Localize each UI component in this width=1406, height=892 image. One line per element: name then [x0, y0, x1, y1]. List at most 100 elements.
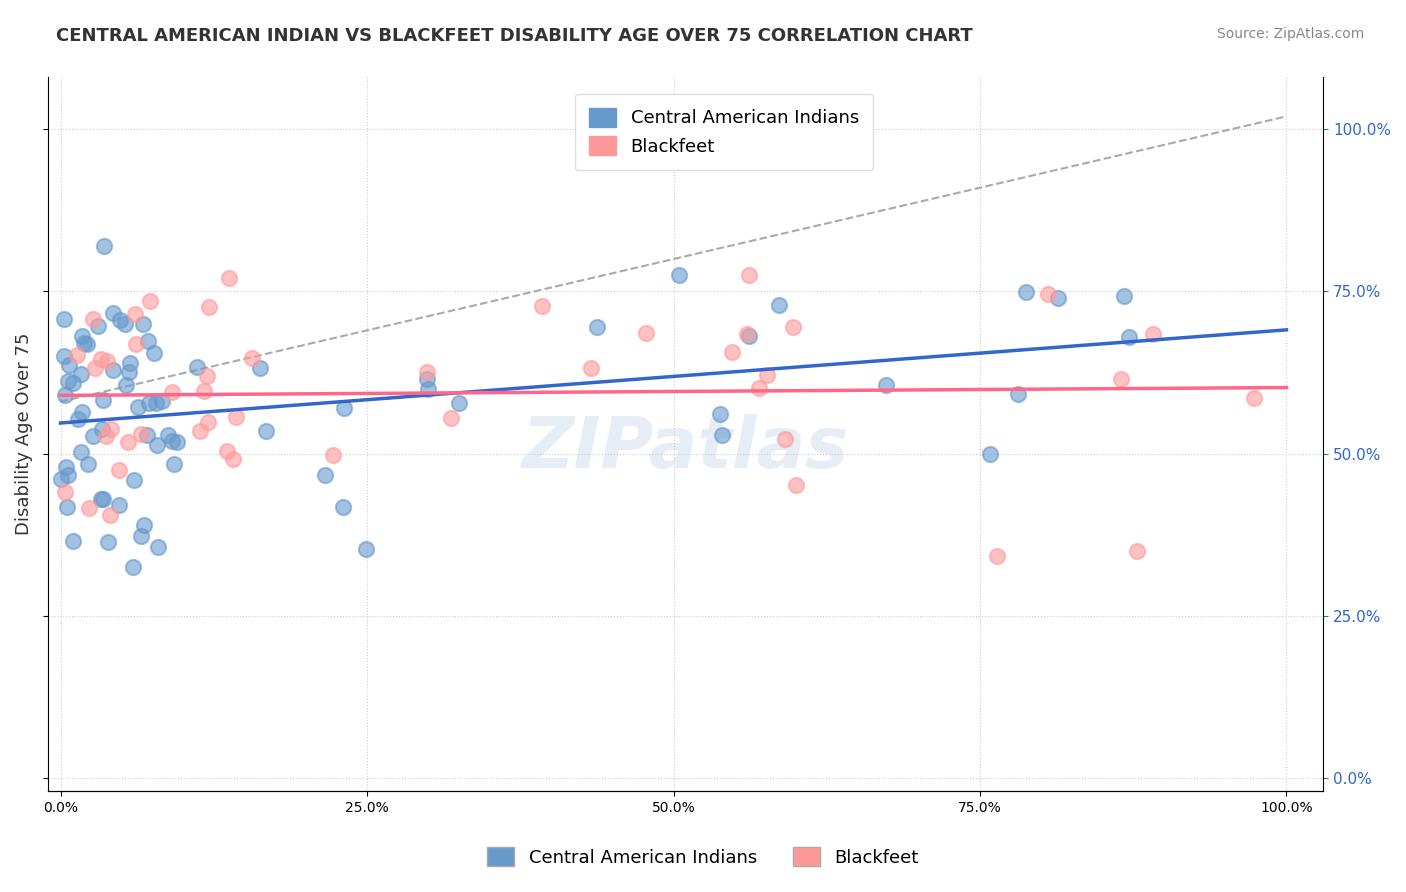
Point: [188, 424, 211, 438]
Point: [91, 491, 114, 506]
Point: [440, 411, 463, 425]
Point: [721, 345, 744, 359]
Point: [142, 346, 165, 360]
Text: R = 0.311   N = 76: R = 0.311 N = 76: [603, 112, 787, 130]
Point: [738, 268, 761, 282]
Point: [160, 384, 183, 399]
Point: [56, 374, 79, 388]
Point: [93, 238, 115, 252]
Point: [70, 405, 93, 419]
Point: [322, 448, 344, 462]
Point: [256, 424, 278, 438]
Point: [748, 381, 770, 395]
Point: [53, 388, 76, 402]
Point: [1038, 286, 1060, 301]
Point: [1007, 386, 1029, 401]
Point: [96, 354, 118, 368]
Point: [634, 326, 657, 341]
Point: [122, 473, 145, 487]
Point: [416, 382, 439, 396]
Point: [735, 327, 758, 342]
Point: [55, 460, 77, 475]
Point: [136, 334, 159, 348]
Point: [768, 297, 790, 311]
Point: [90, 422, 112, 436]
Point: [163, 457, 186, 471]
Point: [240, 351, 263, 366]
Point: [76, 458, 98, 472]
Point: [156, 428, 179, 442]
Point: [1243, 391, 1265, 405]
Point: [107, 499, 129, 513]
Point: [127, 401, 149, 415]
Point: [215, 444, 238, 458]
Point: [148, 540, 170, 554]
Point: [118, 366, 141, 380]
Y-axis label: Disability Age Over 75: Disability Age Over 75: [15, 333, 32, 535]
Point: [785, 478, 807, 492]
Point: [101, 306, 124, 320]
Point: [354, 542, 377, 557]
Point: [129, 528, 152, 542]
Point: [53, 485, 76, 500]
Point: [52, 350, 75, 364]
Point: [73, 335, 96, 350]
Point: [70, 445, 93, 459]
Point: [150, 393, 173, 408]
Point: [98, 508, 121, 522]
Point: [100, 422, 122, 436]
Point: [115, 378, 138, 392]
Point: [84, 361, 107, 376]
Point: [166, 434, 188, 449]
Point: [114, 317, 136, 331]
Legend: Central American Indians, Blackfeet: Central American Indians, Blackfeet: [479, 840, 927, 874]
Point: [66, 349, 89, 363]
Point: [96, 429, 118, 443]
Point: [96, 535, 118, 549]
Point: [66, 412, 89, 426]
Point: [145, 396, 167, 410]
Point: [711, 427, 734, 442]
Point: [986, 549, 1008, 564]
Point: [62, 534, 84, 549]
Point: [197, 369, 219, 384]
Point: [586, 320, 609, 334]
Point: [146, 438, 169, 452]
Point: [249, 361, 271, 376]
Point: [1109, 372, 1132, 386]
Point: [775, 433, 797, 447]
Point: [62, 376, 84, 390]
Text: R = 0.139   N = 47: R = 0.139 N = 47: [603, 140, 787, 158]
Point: [415, 372, 437, 386]
Point: [135, 428, 157, 442]
Point: [1015, 285, 1038, 299]
Point: [110, 312, 132, 326]
Point: [90, 352, 112, 367]
Point: [56, 468, 79, 483]
Point: [1114, 289, 1136, 303]
Point: [979, 447, 1001, 461]
Point: [69, 368, 91, 382]
Point: [125, 336, 148, 351]
Point: [333, 401, 356, 416]
Point: [193, 384, 215, 398]
Point: [225, 410, 247, 425]
Point: [738, 329, 761, 343]
Point: [87, 318, 110, 333]
Point: [56, 500, 79, 514]
Point: [875, 377, 897, 392]
Point: [782, 320, 804, 334]
Text: ZIPatlas: ZIPatlas: [522, 414, 849, 483]
Point: [129, 427, 152, 442]
Point: [124, 307, 146, 321]
Point: [76, 336, 98, 351]
Point: [53, 311, 76, 326]
Point: [108, 463, 131, 477]
Point: [1118, 330, 1140, 344]
Point: [709, 407, 731, 421]
Point: [77, 501, 100, 516]
Point: [121, 560, 143, 574]
Point: [1142, 326, 1164, 341]
Point: [197, 415, 219, 429]
Point: [139, 293, 162, 308]
